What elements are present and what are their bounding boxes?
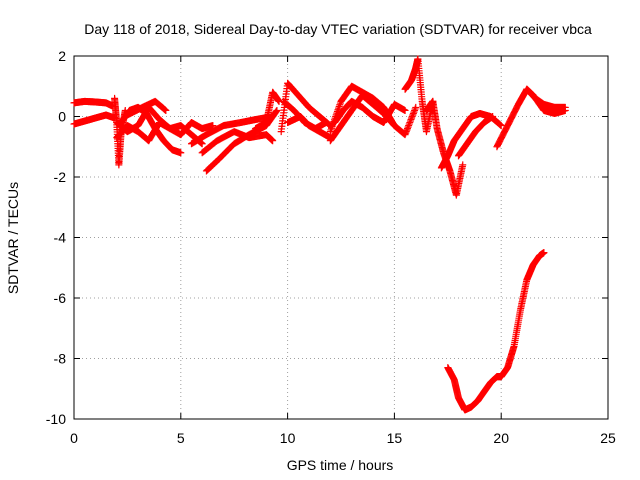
data-point xyxy=(412,103,420,111)
data-point xyxy=(177,149,185,157)
y-tick-label: -6 xyxy=(54,290,67,306)
series-track-t xyxy=(437,109,505,172)
series-track-j xyxy=(198,128,277,157)
chart-title: Day 118 of 2018, Sidereal Day-to-day VTE… xyxy=(84,21,592,37)
series-track-a xyxy=(70,97,116,110)
data-point xyxy=(162,106,170,114)
x-tick-label: 10 xyxy=(280,430,296,446)
data-point xyxy=(269,113,277,120)
x-tick-label: 20 xyxy=(493,430,509,446)
x-tick-label: 15 xyxy=(387,430,403,446)
grid-lines xyxy=(74,56,608,419)
series-track-w xyxy=(523,85,569,111)
series-track-q xyxy=(326,91,420,145)
y-axis-label: SDTVAR / TECUs xyxy=(5,182,21,294)
y-tick-label: 2 xyxy=(58,48,66,64)
series-track-u xyxy=(454,113,497,160)
series-track-x xyxy=(444,249,548,414)
data-point xyxy=(489,113,497,120)
series-track-k xyxy=(252,88,283,133)
data-point xyxy=(497,122,505,130)
y-tick-label: -8 xyxy=(54,351,67,367)
data-point xyxy=(322,119,330,127)
y-tick-label: -2 xyxy=(54,169,67,185)
data-point xyxy=(273,106,281,114)
data-point xyxy=(269,137,277,145)
series-track-b xyxy=(70,111,119,128)
series-track-n xyxy=(284,113,334,142)
series-track-l xyxy=(277,79,334,136)
series-track-g xyxy=(123,97,170,119)
y-tick-label: -10 xyxy=(46,411,66,427)
x-tick-label: 25 xyxy=(600,430,616,446)
data-point xyxy=(401,106,409,114)
data-point xyxy=(561,103,569,111)
series-track-v xyxy=(493,85,569,151)
data-point xyxy=(540,249,548,257)
data-marks xyxy=(70,55,569,414)
y-tick-label: 0 xyxy=(58,109,66,125)
data-point xyxy=(198,140,206,148)
series-track-p xyxy=(331,97,409,127)
x-tick-label: 5 xyxy=(177,430,185,446)
axis-ticks: 0 5 10 15 20 25 -10 -8 -6 -4 -2 0 2 xyxy=(46,48,616,446)
x-tick-label: 0 xyxy=(70,430,78,446)
series-track-r xyxy=(401,55,437,136)
x-axis-label: GPS time / hours xyxy=(287,457,394,473)
y-tick-label: -4 xyxy=(54,230,67,246)
data-point xyxy=(459,161,467,169)
